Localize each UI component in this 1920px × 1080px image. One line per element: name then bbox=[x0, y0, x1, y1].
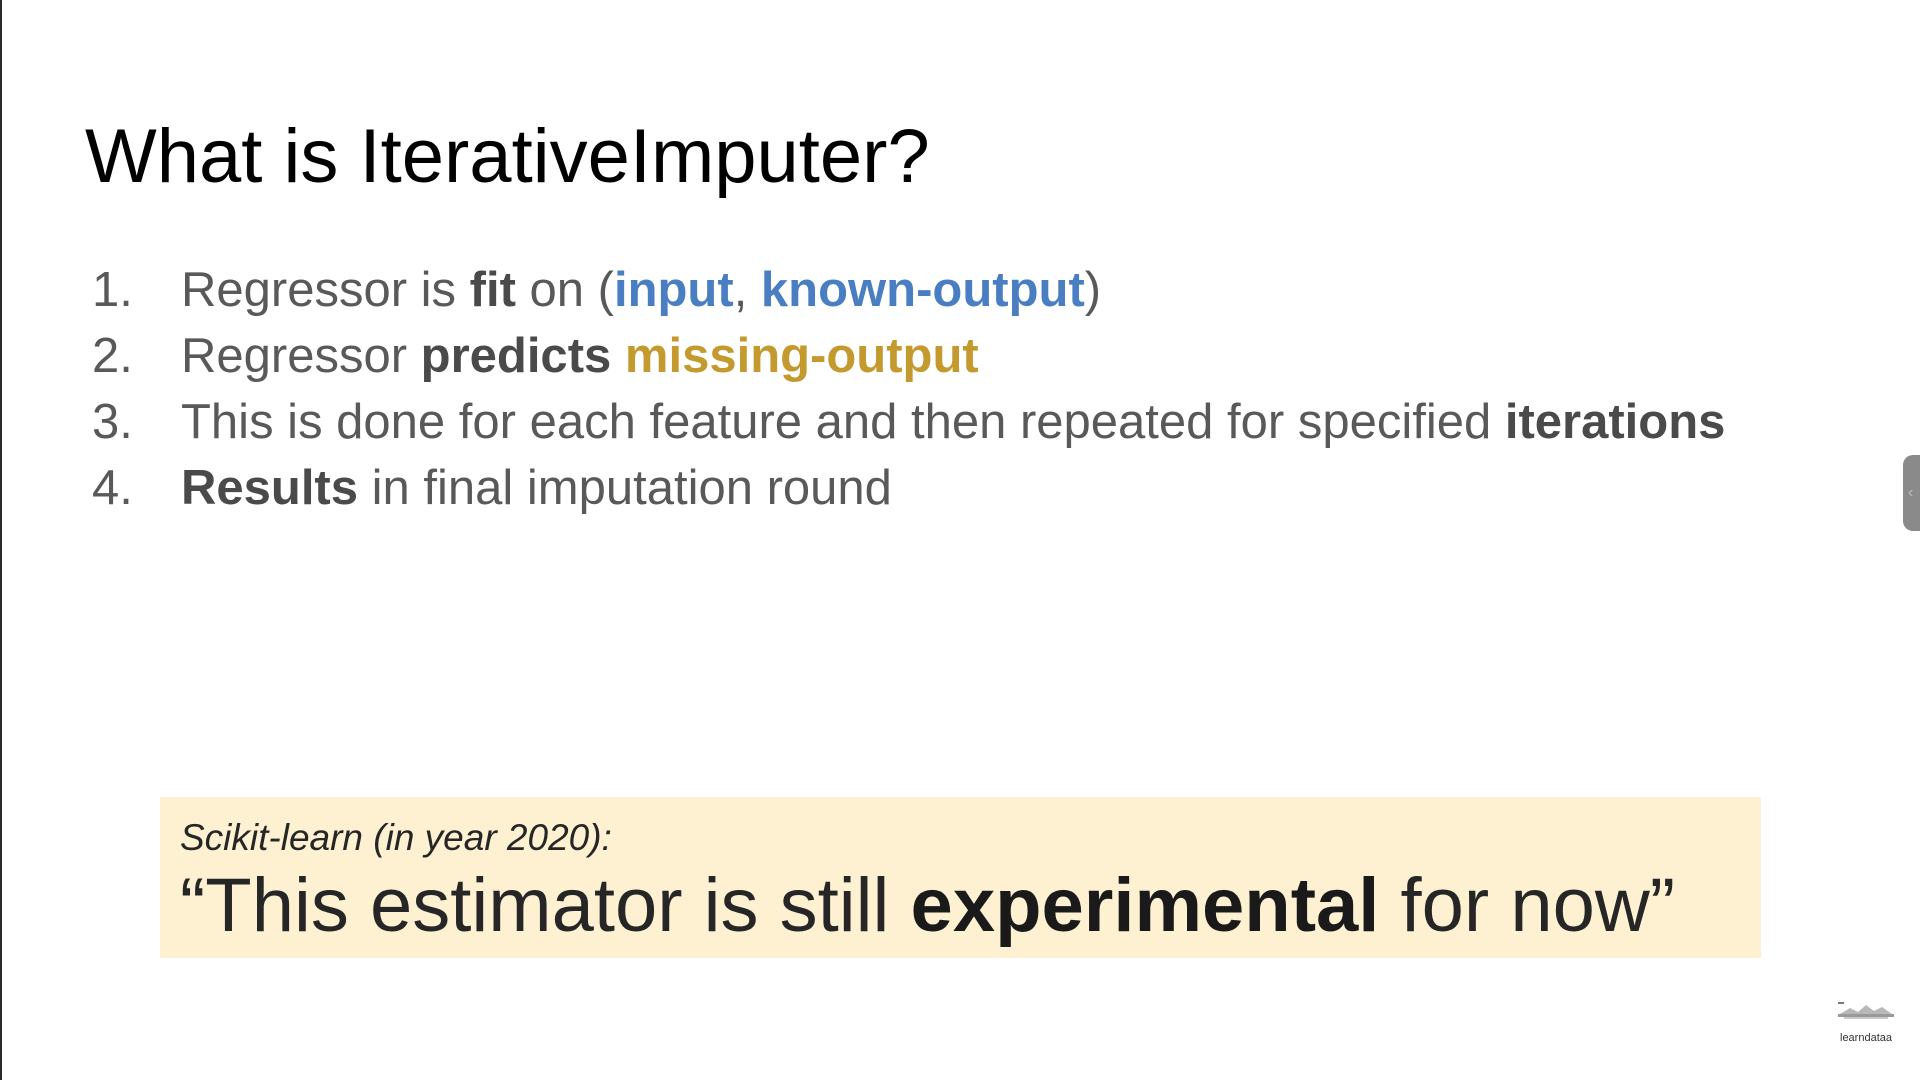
channel-watermark: learndataa bbox=[1826, 996, 1906, 1046]
quote-keyword-experimental: experimental bbox=[910, 863, 1380, 948]
step-keyword-iterations: iterations bbox=[1504, 395, 1726, 449]
quote-text-part: “This estimator is still bbox=[180, 863, 911, 948]
step-text: Regressor is fit on (input, known-output… bbox=[181, 257, 1101, 323]
step-item-3: 3. This is done for each feature and the… bbox=[92, 389, 1725, 455]
step-keyword-predicts: predicts bbox=[420, 329, 612, 383]
step-keyword-known-output: known-output bbox=[760, 263, 1085, 317]
step-keyword-fit: fit bbox=[469, 263, 516, 317]
step-keyword-results: Results bbox=[181, 461, 359, 515]
step-number: 3. bbox=[92, 395, 133, 449]
step-text-part: Regressor bbox=[181, 329, 421, 383]
step-number: 1. bbox=[92, 263, 133, 317]
step-item-4: 4. Results in final imputation round bbox=[92, 455, 1725, 521]
step-text-part: Regressor is bbox=[181, 263, 470, 317]
slide-title: What is IterativeImputer? bbox=[85, 114, 930, 199]
step-text: Results in final imputation round bbox=[181, 455, 892, 521]
step-text-part: ) bbox=[1084, 263, 1102, 317]
step-text: This is done for each feature and then r… bbox=[181, 389, 1725, 455]
watermark-label: learndataa bbox=[1840, 1032, 1892, 1044]
step-keyword-input: input bbox=[613, 263, 734, 317]
quote-text: “This estimator is still experimental fo… bbox=[180, 863, 1675, 949]
step-number: 4. bbox=[92, 461, 133, 515]
step-text-part: , bbox=[733, 263, 761, 317]
chevron-left-icon: ‹ bbox=[1908, 484, 1914, 501]
step-number: 2. bbox=[92, 329, 133, 383]
step-item-1: 1. Regressor is fit on (input, known-out… bbox=[92, 257, 1725, 323]
step-text-part: on ( bbox=[515, 263, 614, 317]
quote-callout: Scikit-learn (in year 2020): “This estim… bbox=[160, 797, 1761, 958]
step-text-part: This is done for each feature and then r… bbox=[181, 395, 1505, 449]
step-text-part bbox=[611, 329, 625, 383]
quote-text-part: for now” bbox=[1379, 863, 1676, 948]
step-item-2: 2. Regressor predicts missing-output bbox=[92, 323, 1725, 389]
step-text: Regressor predicts missing-output bbox=[181, 323, 979, 389]
window-left-edge bbox=[0, 0, 2, 1080]
step-text-part: in final imputation round bbox=[358, 461, 892, 515]
quote-source: Scikit-learn (in year 2020): bbox=[180, 817, 612, 858]
step-keyword-missing-output: missing-output bbox=[624, 329, 979, 383]
side-panel-handle[interactable]: ‹ bbox=[1903, 455, 1920, 531]
learndataa-logo-icon bbox=[1838, 1002, 1894, 1019]
steps-list: 1. Regressor is fit on (input, known-out… bbox=[92, 257, 1725, 521]
